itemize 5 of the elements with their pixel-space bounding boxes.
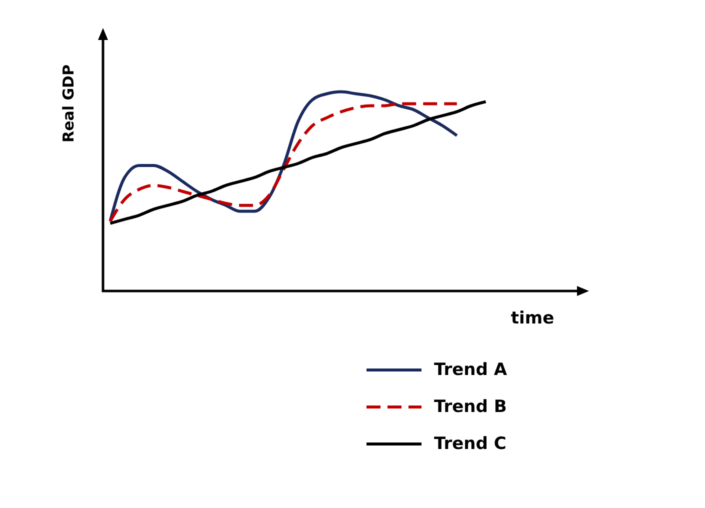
legend-label: Trend A [434,360,508,380]
x-axis-title: time [510,308,554,328]
y-axis-title: Real GDP [60,64,78,142]
legend-label: Trend B [434,397,507,417]
legend-label: Trend C [434,434,506,454]
